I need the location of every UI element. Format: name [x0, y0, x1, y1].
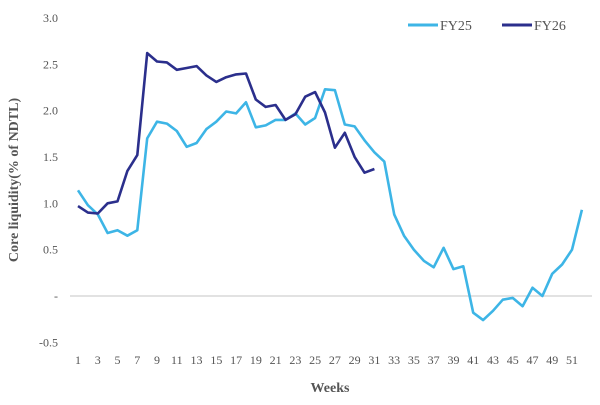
series-line-fy25 [76, 88, 584, 322]
x-tick-label: 15 [210, 353, 222, 367]
x-tick-label: 29 [349, 353, 361, 367]
x-tick-label: 23 [289, 353, 301, 367]
x-tick-label: 51 [566, 353, 578, 367]
x-tick-label: 33 [388, 353, 400, 367]
x-tick-label: 21 [270, 353, 282, 367]
x-tick-label: 35 [408, 353, 420, 367]
x-tick-label: 39 [447, 353, 459, 367]
y-tick-label: 1.5 [43, 150, 58, 164]
x-tick-label: 49 [546, 353, 558, 367]
y-tick-label: 0.5 [43, 243, 58, 257]
x-tick-label: 27 [329, 353, 341, 367]
y-tick-label: 3.0 [43, 11, 58, 25]
x-tick-label: 41 [467, 353, 479, 367]
x-tick-label: 5 [115, 353, 121, 367]
x-tick-label: 25 [309, 353, 321, 367]
x-tick-label: 43 [487, 353, 499, 367]
x-tick-label: 1 [75, 353, 81, 367]
x-tick-label: 45 [507, 353, 519, 367]
x-tick-label: 13 [191, 353, 203, 367]
x-tick-label: 9 [154, 353, 160, 367]
y-axis-label: Core liquidity(% of NDTL) [7, 98, 22, 263]
y-tick-label: 2.0 [43, 104, 58, 118]
y-tick-label: - [54, 289, 58, 303]
legend-label-fy26: FY26 [534, 19, 566, 34]
series-line-fy26 [77, 51, 375, 215]
legend-label-fy25: FY25 [440, 19, 472, 34]
x-tick-label: 3 [95, 353, 101, 367]
y-tick-label: -0.5 [39, 335, 58, 349]
x-tick-label: 19 [250, 353, 262, 367]
y-tick-label: 1.0 [43, 196, 58, 210]
x-tick-label: 11 [171, 353, 183, 367]
x-tick-label: 31 [368, 353, 380, 367]
x-tick-label: 17 [230, 353, 242, 367]
y-tick-label: 2.5 [43, 57, 58, 71]
x-tick-label: 47 [526, 353, 538, 367]
x-tick-label: 37 [428, 353, 440, 367]
x-tick-label: 7 [134, 353, 140, 367]
x-axis-label: Weeks [311, 381, 350, 396]
